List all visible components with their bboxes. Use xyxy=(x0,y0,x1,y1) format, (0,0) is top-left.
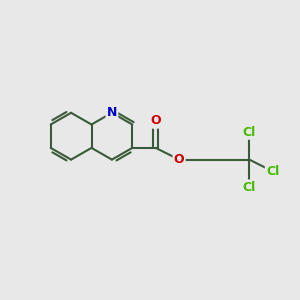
Text: Cl: Cl xyxy=(243,125,256,139)
Text: Cl: Cl xyxy=(243,181,256,194)
Text: N: N xyxy=(107,106,117,119)
Text: O: O xyxy=(150,114,161,128)
Text: Cl: Cl xyxy=(266,165,279,178)
Text: O: O xyxy=(174,153,184,166)
